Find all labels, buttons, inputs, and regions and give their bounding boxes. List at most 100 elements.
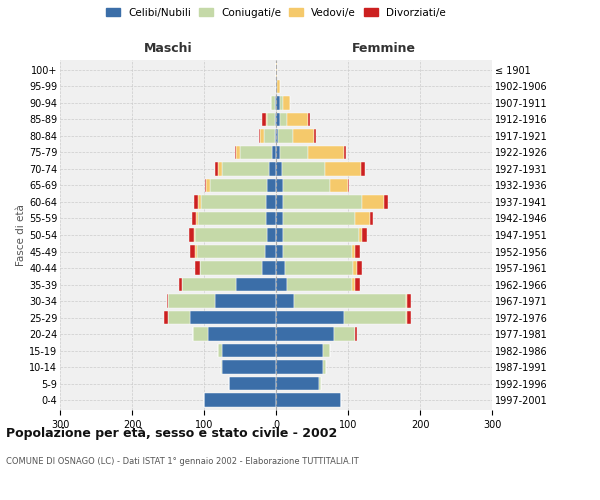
Bar [344,146,346,159]
Bar [182,278,236,291]
Bar [240,146,272,159]
Bar [407,294,410,308]
Text: Popolazione per età, sesso e stato civile - 2002: Popolazione per età, sesso e stato civil… [6,428,337,440]
Bar [355,328,356,341]
Bar [197,244,265,258]
Bar [260,129,264,142]
Bar [205,178,206,192]
Bar [236,146,240,159]
Bar [168,311,190,324]
Bar [262,112,266,126]
Bar [276,63,277,76]
Bar [276,261,284,275]
Bar [276,344,323,358]
Bar [168,294,215,308]
Bar [259,129,260,142]
Bar [280,146,308,159]
Bar [276,228,283,242]
Bar [265,244,276,258]
Bar [293,129,314,142]
Bar [276,96,280,110]
Bar [287,278,352,291]
Bar [359,228,362,242]
Bar [221,360,222,374]
Bar [355,212,370,226]
Y-axis label: Fasce di età: Fasce di età [16,204,26,266]
Bar [276,80,277,93]
Bar [283,228,359,242]
Bar [282,162,325,175]
Bar [269,162,276,175]
Bar [319,377,320,390]
Bar [268,112,275,126]
Bar [271,96,275,110]
Bar [210,178,268,192]
Bar [266,112,268,126]
Legend: Celibi/Nubili, Coniugati/e, Vedovi/e, Divorziati/e: Celibi/Nubili, Coniugati/e, Vedovi/e, Di… [106,8,446,18]
Bar [193,328,208,341]
Bar [277,80,280,93]
Bar [201,195,266,209]
Bar [236,278,276,291]
Bar [384,195,388,209]
Bar [276,394,341,407]
Bar [208,328,276,341]
Bar [196,228,268,242]
Bar [362,228,367,242]
Bar [276,129,278,142]
Bar [344,311,406,324]
Bar [222,344,276,358]
Bar [276,178,283,192]
Bar [229,377,276,390]
Bar [276,162,282,175]
Bar [294,294,406,308]
Bar [276,328,334,341]
Bar [215,162,218,175]
Bar [276,244,283,258]
Bar [283,195,362,209]
Bar [283,96,290,110]
Bar [280,112,287,126]
Bar [325,162,361,175]
Bar [283,178,330,192]
Bar [266,212,276,226]
Bar [280,96,283,110]
Bar [276,212,283,226]
Bar [197,195,201,209]
Bar [308,112,310,126]
Bar [276,146,280,159]
Bar [287,112,308,126]
Bar [353,261,356,275]
Bar [196,212,197,226]
Bar [275,96,276,110]
Bar [196,244,197,258]
Bar [266,195,276,209]
Bar [283,244,352,258]
Bar [235,146,236,159]
Bar [352,244,355,258]
Bar [200,261,262,275]
Bar [167,294,168,308]
Bar [276,278,287,291]
Bar [264,129,275,142]
Bar [276,112,280,126]
Bar [194,195,197,209]
Bar [164,311,168,324]
Bar [406,294,407,308]
Text: Maschi: Maschi [143,42,193,55]
Bar [330,178,348,192]
Bar [190,311,276,324]
Bar [197,212,266,226]
Bar [218,162,222,175]
Bar [222,360,276,374]
Bar [355,278,360,291]
Bar [276,195,283,209]
Bar [355,244,360,258]
Bar [196,261,200,275]
Bar [323,344,330,358]
Bar [348,178,349,192]
Bar [179,278,182,291]
Bar [283,212,355,226]
Bar [352,278,355,291]
Text: COMUNE DI OSNAGO (LC) - Dati ISTAT 1° gennaio 2002 - Elaborazione TUTTITALIA.IT: COMUNE DI OSNAGO (LC) - Dati ISTAT 1° ge… [6,458,359,466]
